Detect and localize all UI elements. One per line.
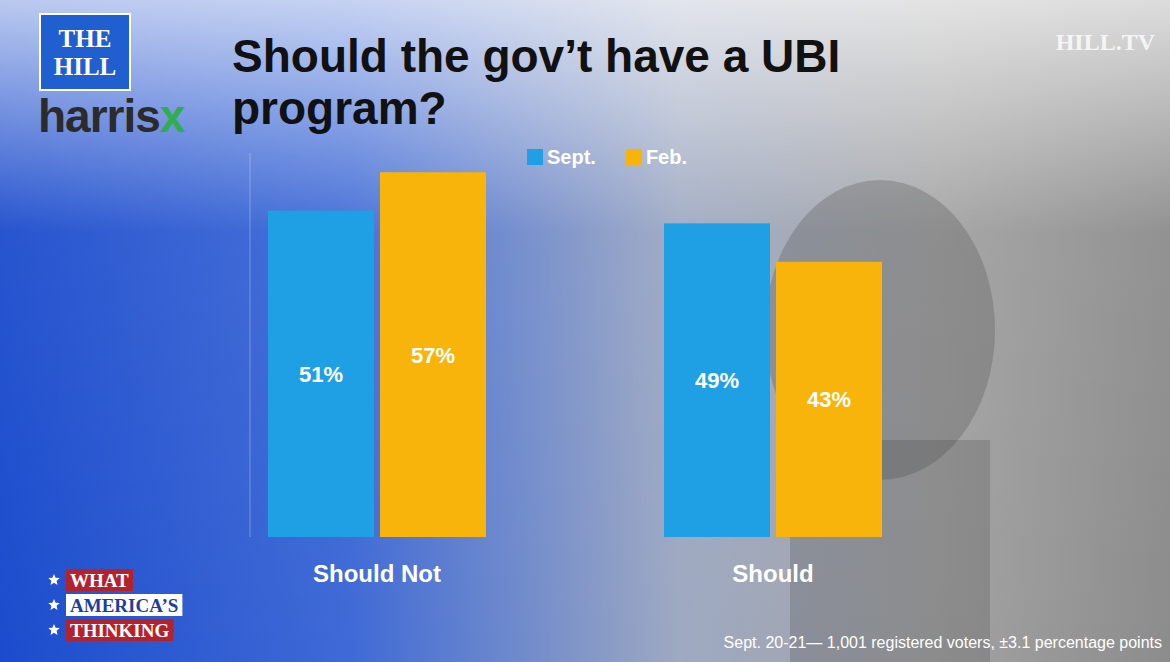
star [48, 599, 59, 610]
chart: 51% 49% 57% 43% Should Not Should Sept. Feb. Sho… [0, 0, 1170, 662]
y-axis-line [250, 153, 251, 537]
legend-label: Feb. [646, 146, 687, 168]
title-line: program? [232, 82, 447, 134]
tagline-box [66, 619, 173, 641]
tagline: AMERICA’S [70, 595, 178, 616]
data-label: 51% [299, 362, 343, 387]
data-label: 57% [411, 343, 455, 368]
logo-line: THE [59, 25, 112, 52]
footer-note: Sept. 20-21— 1,001 registered voters, ±3… [724, 634, 1162, 651]
background-highlight [0, 0, 1170, 662]
bar [380, 172, 486, 537]
logo-part: harris [38, 90, 160, 142]
tagline-box [66, 594, 182, 616]
bar [664, 223, 770, 537]
data-label: 43% [807, 387, 851, 412]
logo-hill: THEHILL [54, 25, 117, 80]
category-label: Should Not [313, 560, 441, 587]
data-labels: 51% 49% 57% 43% [299, 343, 851, 413]
logo-harrisx: harrisx [38, 90, 186, 142]
tagline: WHAT [70, 570, 129, 591]
tagline-box [66, 569, 133, 591]
legend-label: Sept. [547, 146, 596, 168]
logo-box [40, 14, 130, 90]
logo-part: x [160, 90, 186, 142]
logo-hilltv: HILL.TV [1056, 29, 1156, 55]
bar [268, 211, 374, 537]
category-label: Should [732, 560, 813, 587]
data-label: 49% [695, 368, 739, 393]
title: Should the gov’t have a UBIprogram? [232, 30, 840, 134]
star [48, 624, 59, 635]
star [48, 574, 59, 585]
legend-swatch [626, 149, 642, 165]
bars [268, 172, 882, 537]
title-line: Should the gov’t have a UBI [232, 30, 840, 82]
background [0, 0, 1170, 662]
logo-line: HILL [54, 53, 117, 80]
tagline: THINKING [70, 620, 169, 641]
bar [776, 262, 882, 537]
legend-swatch [527, 149, 543, 165]
